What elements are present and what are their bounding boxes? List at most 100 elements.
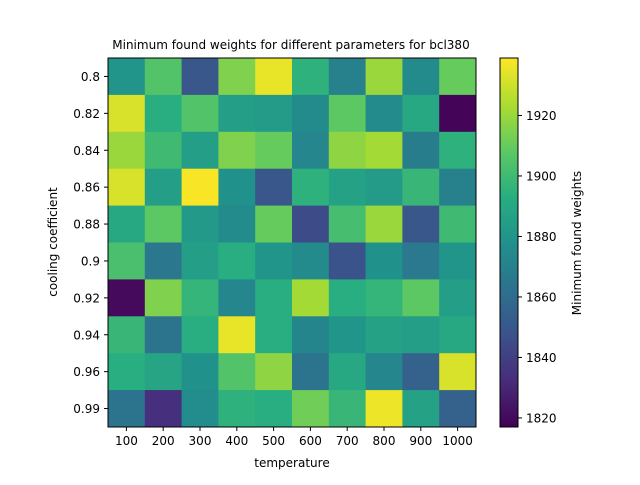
heatmap-cell bbox=[144, 242, 182, 280]
colorbar bbox=[499, 57, 519, 428]
heatmap-cell bbox=[292, 168, 330, 206]
heatmap-cell bbox=[365, 58, 403, 96]
heatmap-cell bbox=[108, 353, 146, 391]
heatmap-cell bbox=[218, 242, 256, 280]
y-tick-label: 0.9 bbox=[81, 254, 100, 268]
heatmap-cell bbox=[328, 353, 366, 391]
heatmap-cell bbox=[255, 58, 293, 96]
heatmap-cell bbox=[181, 390, 219, 428]
heatmap-cell bbox=[108, 316, 146, 354]
heatmap-cell bbox=[439, 58, 477, 96]
heatmap-cell bbox=[218, 205, 256, 243]
heatmap-cell bbox=[255, 242, 293, 280]
x-tick-label: 800 bbox=[373, 434, 396, 448]
heatmap-cell bbox=[365, 205, 403, 243]
heatmap-cell bbox=[181, 205, 219, 243]
y-tick-label: 0.86 bbox=[73, 181, 100, 195]
chart-title: Minimum found weights for different para… bbox=[112, 38, 469, 52]
heatmap-cell bbox=[218, 353, 256, 391]
heatmap-cell bbox=[402, 205, 440, 243]
heatmap-cell bbox=[218, 58, 256, 96]
colorbar-tick-label: 1860 bbox=[526, 290, 557, 304]
heatmap-cell bbox=[439, 205, 477, 243]
heatmap-cell bbox=[439, 168, 477, 206]
heatmap-cells bbox=[108, 58, 477, 428]
heatmap-cell bbox=[218, 94, 256, 133]
heatmap-cell bbox=[292, 242, 330, 280]
heatmap-cell bbox=[218, 168, 256, 206]
y-tick-label: 0.92 bbox=[73, 291, 100, 305]
heatmap-cell bbox=[328, 94, 366, 133]
heatmap-cell bbox=[218, 279, 256, 317]
heatmap-cell bbox=[108, 58, 146, 96]
heatmap-cell bbox=[328, 279, 366, 317]
heatmap-cell bbox=[292, 390, 330, 428]
heatmap-cell bbox=[328, 242, 366, 280]
heatmap-cell bbox=[292, 131, 330, 170]
colorbar-tick-label: 1820 bbox=[526, 411, 557, 425]
heatmap-cell bbox=[144, 205, 182, 243]
heatmap-cell bbox=[181, 242, 219, 280]
heatmap-cell bbox=[144, 168, 182, 206]
y-tick-label: 0.8 bbox=[81, 70, 100, 84]
heatmap-cell bbox=[108, 131, 146, 170]
heatmap-cell bbox=[144, 316, 182, 354]
heatmap-cell bbox=[439, 390, 477, 428]
heatmap-cell bbox=[328, 58, 366, 96]
heatmap-cell bbox=[402, 58, 440, 96]
x-tick-label: 100 bbox=[115, 434, 138, 448]
heatmap-cell bbox=[439, 242, 477, 280]
y-tick-label: 0.88 bbox=[73, 218, 100, 232]
x-axis-ticks: 100 200 300 400 500 600 700 800 900 1000 bbox=[115, 427, 473, 448]
heatmap-cell bbox=[402, 94, 440, 133]
heatmap-cell bbox=[255, 94, 293, 133]
colorbar-tick-label: 1840 bbox=[526, 351, 557, 365]
plot-frame bbox=[107, 57, 477, 428]
heatmap-cell bbox=[255, 168, 293, 206]
y-tick-label: 0.94 bbox=[73, 328, 100, 342]
heatmap-cell bbox=[439, 131, 477, 170]
heatmap-cell bbox=[439, 94, 477, 133]
heatmap-cell bbox=[365, 168, 403, 206]
y-tick-label: 0.99 bbox=[73, 402, 100, 416]
heatmap-cell bbox=[402, 168, 440, 206]
heatmap-cell bbox=[365, 279, 403, 317]
heatmap-cell bbox=[365, 390, 403, 428]
heatmap-cell bbox=[144, 131, 182, 170]
heatmap-cell bbox=[144, 279, 182, 317]
heatmap-cell bbox=[328, 131, 366, 170]
heatmap-cell bbox=[181, 353, 219, 391]
heatmap-cell bbox=[255, 279, 293, 317]
heatmap-cell bbox=[402, 279, 440, 317]
heatmap-cell bbox=[439, 316, 477, 354]
y-tick-label: 0.96 bbox=[73, 365, 100, 379]
heatmap-cell bbox=[328, 316, 366, 354]
colorbar-tick-label: 1900 bbox=[526, 169, 557, 183]
heatmap-cell bbox=[292, 58, 330, 96]
heatmap-cell bbox=[439, 279, 477, 317]
y-tick-label: 0.84 bbox=[73, 144, 100, 158]
heatmap-cell bbox=[108, 390, 146, 428]
x-tick-label: 700 bbox=[336, 434, 359, 448]
heatmap-cell bbox=[108, 94, 146, 133]
colorbar-label: Minimum found weights bbox=[570, 171, 584, 315]
x-tick-label: 900 bbox=[409, 434, 432, 448]
heatmap-cell bbox=[181, 279, 219, 317]
y-tick-label: 0.82 bbox=[73, 107, 100, 121]
x-tick-label: 500 bbox=[262, 434, 285, 448]
heatmap-cell bbox=[181, 168, 219, 206]
heatmap-cell bbox=[365, 131, 403, 170]
heatmap-cell bbox=[365, 242, 403, 280]
heatmap-cell bbox=[108, 168, 146, 206]
y-axis-ticks: 0.8 0.82 0.84 0.86 0.88 0.9 0.92 0.94 0.96 0.99 bbox=[73, 70, 108, 416]
x-tick-label: 400 bbox=[225, 434, 248, 448]
heatmap-cell bbox=[402, 131, 440, 170]
heatmap-cell bbox=[255, 390, 293, 428]
heatmap-cell bbox=[255, 316, 293, 354]
heatmap-cell bbox=[255, 131, 293, 170]
colorbar-tick-label: 1920 bbox=[526, 109, 557, 123]
x-tick-label: 300 bbox=[189, 434, 212, 448]
x-tick-label: 1000 bbox=[442, 434, 473, 448]
heatmap-cell bbox=[218, 131, 256, 170]
heatmap-cell bbox=[328, 168, 366, 206]
